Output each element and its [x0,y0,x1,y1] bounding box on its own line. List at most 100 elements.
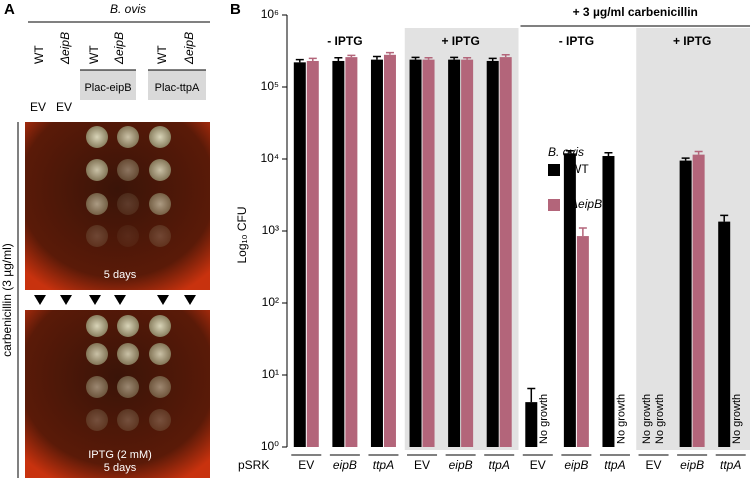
error-bar [308,57,317,61]
error-bar [604,152,613,157]
construct-label: Plac-eipB [84,82,131,94]
x-tick-label: EV [646,458,662,472]
error-bar [488,57,497,61]
panel-label: A [4,1,15,18]
colony-spot [117,159,139,181]
x-tick-label: eipB [680,458,704,472]
error-bar [295,58,304,63]
construct-box [148,70,206,100]
colony-spot [117,409,139,431]
colony-spot [117,315,139,337]
x-tick-label: ttpA [489,458,510,472]
colony-spot [149,343,171,365]
bar [409,59,422,448]
bar [525,402,538,447]
colony-spot [149,376,171,398]
colony-spot [86,409,108,431]
bar [563,153,576,447]
side-label: carbenicillin (3 µg/ml) [0,243,14,357]
colony-spot [149,315,171,337]
ev-label: EV [56,100,72,114]
error-bar [578,227,587,237]
colony-spot [117,343,139,365]
y-tick-label: 10³ [262,223,279,237]
x-tick-label: ttpA [604,458,625,472]
error-bar [694,150,703,155]
bar [499,57,512,447]
bar [486,60,499,447]
error-bar [720,214,729,222]
x-tick-label: eipB [449,458,473,472]
arrow-marker [114,295,126,305]
error-bar [681,157,690,161]
x-tick-label: ttpA [720,458,741,472]
construct-label: Plac-ttpA [155,82,200,94]
legend-swatch [548,199,560,211]
colony-spot [117,193,139,215]
group-label: - IPTG [327,34,362,48]
colony-spot [117,126,139,148]
bar [576,236,589,447]
x-tick-label: EV [414,458,430,472]
error-bar [527,387,536,403]
error-bar [450,56,459,60]
arrow-marker [60,295,72,305]
column-label: ΔeipB [112,32,126,65]
colony-spot [149,126,171,148]
y-tick-label: 10² [262,295,279,309]
bar [602,156,615,448]
value-label: No growth [538,394,550,444]
error-bar [385,51,394,55]
bar [293,62,306,447]
arrow-marker [89,295,101,305]
y-tick-label: 10⁵ [261,79,279,93]
bar [332,60,345,447]
colony-spot [86,159,108,181]
plate-photo [25,310,210,478]
legend-label: WT [570,162,589,176]
row-label: pSRK [238,458,269,472]
colony-spot [117,225,139,247]
colony-spot [86,343,108,365]
arrow-marker [34,295,46,305]
error-bar [565,150,574,154]
value-label: No growth [654,394,666,444]
error-bar [372,55,381,60]
bar [718,221,731,447]
bar [383,54,396,447]
y-tick-label: 10⁰ [261,439,279,453]
bar [692,154,705,447]
value-label: No growth [641,394,653,444]
column-label: ΔeipB [182,32,196,65]
bar [370,59,383,448]
column-label: ΔeipB [58,32,72,65]
group-label: + IPTG [673,34,711,48]
x-tick-label: eipB [564,458,588,472]
arrow-marker [157,295,169,305]
colony-spot [117,376,139,398]
bar [306,60,319,447]
bar [448,59,461,448]
colony-spot [86,315,108,337]
bar [422,59,435,448]
x-tick-label: ttpA [373,458,394,472]
column-label: WT [87,45,101,64]
plate-label: IPTG (2 mM) [88,449,152,461]
colony-spot [86,225,108,247]
construct-box [80,70,136,100]
x-tick-label: eipB [333,458,357,472]
x-tick-label: EV [298,458,314,472]
colony-spot [86,376,108,398]
value-label: No growth [731,394,743,444]
bar [679,160,692,448]
colony-spot [149,159,171,181]
value-label: No growth [615,394,627,444]
colony-spot [149,225,171,247]
error-bar [411,56,420,60]
plate-label: 5 days [104,462,137,474]
error-bar [347,54,356,58]
y-tick-label: 10⁴ [260,151,279,165]
legend-title: B. ovis [548,145,584,159]
legend-label: ΔeipB [569,197,602,211]
